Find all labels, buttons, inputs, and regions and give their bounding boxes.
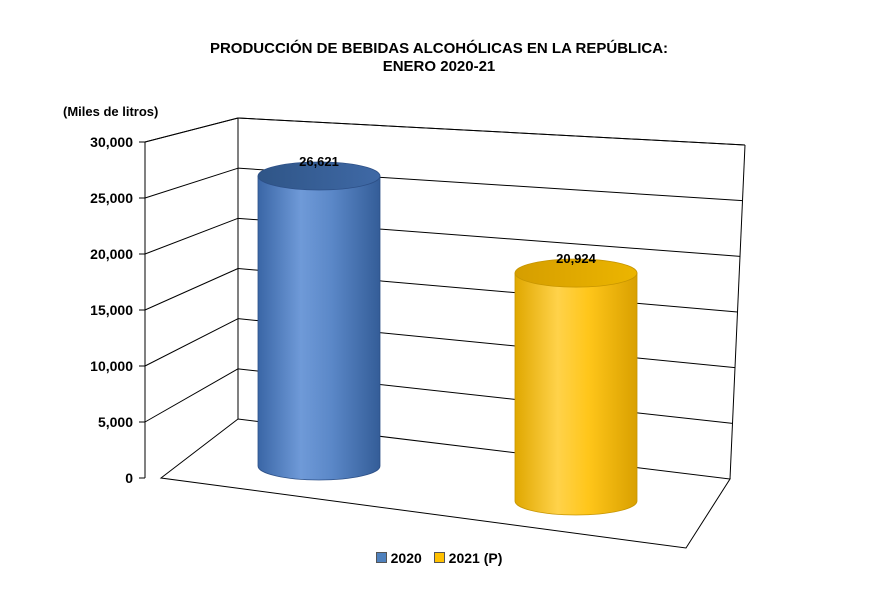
legend-swatch-2021 xyxy=(433,552,445,563)
bar-top-2020 xyxy=(257,161,381,191)
legend-swatch-2020 xyxy=(375,552,387,563)
gridlines xyxy=(144,117,746,424)
tick-label: 20,000 xyxy=(90,246,133,262)
tick-label: 15,000 xyxy=(90,302,133,318)
legend-item-2020: 2020 xyxy=(375,550,422,566)
bar-top-2021-p- xyxy=(514,258,638,288)
tick-label: 25,000 xyxy=(90,190,133,206)
gridline-side xyxy=(144,268,239,311)
y-axis-unit-label: (Miles de litros) xyxy=(63,104,159,119)
y-axis-ticks: 0 5,000 10,000 15,000 20,000 25,000 30,000 xyxy=(90,134,145,486)
legend-label-2021: 2021 (P) xyxy=(448,550,503,566)
gridline-side xyxy=(144,318,239,367)
bar-2020 xyxy=(257,175,381,481)
gridline-back xyxy=(237,117,746,146)
data-label-2020: 26,621 xyxy=(299,154,339,169)
legend: 2020 2021 (P) xyxy=(0,550,878,566)
gridline-side xyxy=(144,217,239,255)
tick-label: 30,000 xyxy=(90,134,133,150)
tick-label: 0 xyxy=(125,470,133,486)
chart-title: PRODUCCIÓN DE BEBIDAS ALCOHÓLICAS EN LA … xyxy=(209,40,669,57)
bars xyxy=(257,161,638,516)
tick-label: 10,000 xyxy=(90,358,133,374)
gridline-side xyxy=(144,167,239,199)
data-label-2021-p-: 20,924 xyxy=(556,251,597,266)
bar-2021-p- xyxy=(514,272,638,516)
chart-subtitle: ENERO 2020-21 xyxy=(382,58,496,75)
gridline-side xyxy=(144,368,239,423)
data-labels: 26,621 20,924 xyxy=(299,154,597,266)
floor xyxy=(159,418,731,549)
gridline-side xyxy=(144,117,239,143)
legend-label-2020: 2020 xyxy=(390,550,422,566)
tick-label: 5,000 xyxy=(98,414,133,430)
chart-frame xyxy=(144,117,746,549)
legend-item-2021: 2021 (P) xyxy=(433,550,503,566)
